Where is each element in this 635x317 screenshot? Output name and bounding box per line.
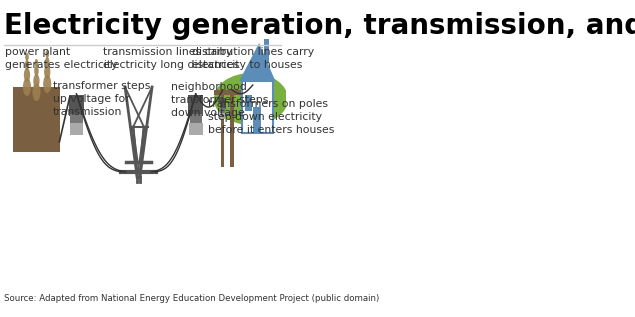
Circle shape: [24, 68, 30, 82]
Circle shape: [46, 50, 49, 58]
Bar: [220, 113, 225, 119]
Bar: [43, 94, 51, 152]
Bar: [188, 95, 203, 116]
Bar: [69, 95, 84, 116]
Text: Source: Adapted from National Energy Education Development Project (public domai: Source: Adapted from National Energy Edu…: [4, 294, 380, 303]
Circle shape: [35, 59, 38, 67]
Bar: [213, 90, 232, 95]
Text: Electricity generation, transmission, and distribution: Electricity generation, transmission, an…: [4, 12, 635, 40]
Bar: [70, 114, 83, 124]
Bar: [244, 95, 252, 111]
Bar: [70, 123, 83, 135]
Ellipse shape: [214, 73, 288, 125]
Circle shape: [33, 74, 39, 88]
Circle shape: [45, 57, 50, 67]
Circle shape: [34, 66, 39, 76]
Bar: [221, 89, 224, 167]
Bar: [220, 108, 225, 113]
Circle shape: [43, 75, 51, 93]
Circle shape: [32, 83, 41, 101]
Circle shape: [25, 60, 29, 70]
Text: power plant
generates electricity: power plant generates electricity: [6, 47, 118, 70]
Circle shape: [25, 53, 29, 61]
Text: transmission lines carry
electricity long distances: transmission lines carry electricity lon…: [104, 47, 239, 70]
Text: distribution lines carry
electricity to houses: distribution lines carry electricity to …: [192, 47, 314, 70]
Text: transformers on poles
step down electricity
before it enters houses: transformers on poles step down electric…: [208, 99, 334, 135]
Bar: [220, 98, 226, 109]
Bar: [242, 81, 272, 133]
Bar: [13, 99, 60, 152]
Polygon shape: [239, 43, 276, 81]
Bar: [13, 87, 60, 99]
Circle shape: [44, 65, 50, 79]
Circle shape: [23, 78, 31, 96]
Bar: [189, 114, 202, 124]
Bar: [231, 89, 234, 167]
Bar: [23, 100, 30, 152]
Text: neighborhood
transformer steps
down voltage: neighborhood transformer steps down volt…: [171, 82, 269, 119]
Bar: [264, 39, 269, 63]
Bar: [33, 108, 39, 152]
Text: transformer steps
up voltage for
transmission: transformer steps up voltage for transmi…: [53, 81, 150, 117]
Bar: [223, 90, 241, 95]
Bar: [189, 123, 203, 135]
Bar: [253, 107, 262, 133]
